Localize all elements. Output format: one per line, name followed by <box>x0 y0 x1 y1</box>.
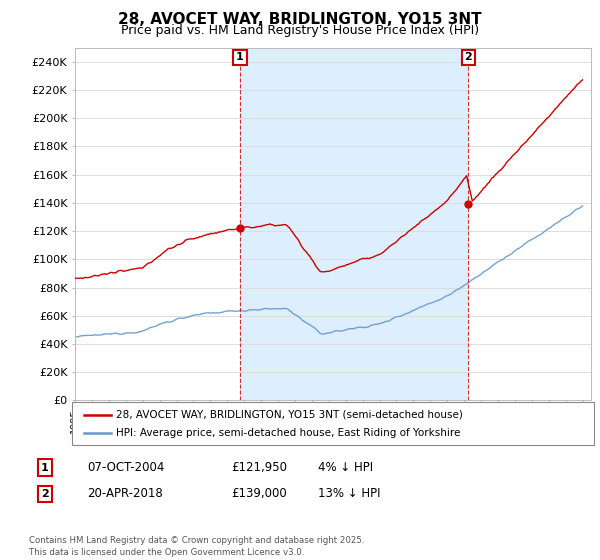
Text: Contains HM Land Registry data © Crown copyright and database right 2025.
This d: Contains HM Land Registry data © Crown c… <box>29 536 364 557</box>
Text: £121,950: £121,950 <box>231 461 287 474</box>
Text: £139,000: £139,000 <box>231 487 287 501</box>
Text: HPI: Average price, semi-detached house, East Riding of Yorkshire: HPI: Average price, semi-detached house,… <box>116 428 460 438</box>
Text: 20-APR-2018: 20-APR-2018 <box>87 487 163 501</box>
Text: 07-OCT-2004: 07-OCT-2004 <box>87 461 164 474</box>
Text: 28, AVOCET WAY, BRIDLINGTON, YO15 3NT: 28, AVOCET WAY, BRIDLINGTON, YO15 3NT <box>118 12 482 27</box>
Bar <box>240 48 469 400</box>
Text: 1: 1 <box>41 463 49 473</box>
Text: Price paid vs. HM Land Registry's House Price Index (HPI): Price paid vs. HM Land Registry's House … <box>121 24 479 36</box>
Text: 13% ↓ HPI: 13% ↓ HPI <box>318 487 380 501</box>
Text: 4% ↓ HPI: 4% ↓ HPI <box>318 461 373 474</box>
Text: 2: 2 <box>464 53 472 63</box>
Text: 1: 1 <box>236 53 244 63</box>
Text: 2: 2 <box>41 489 49 499</box>
Text: 28, AVOCET WAY, BRIDLINGTON, YO15 3NT (semi-detached house): 28, AVOCET WAY, BRIDLINGTON, YO15 3NT (s… <box>116 410 463 420</box>
